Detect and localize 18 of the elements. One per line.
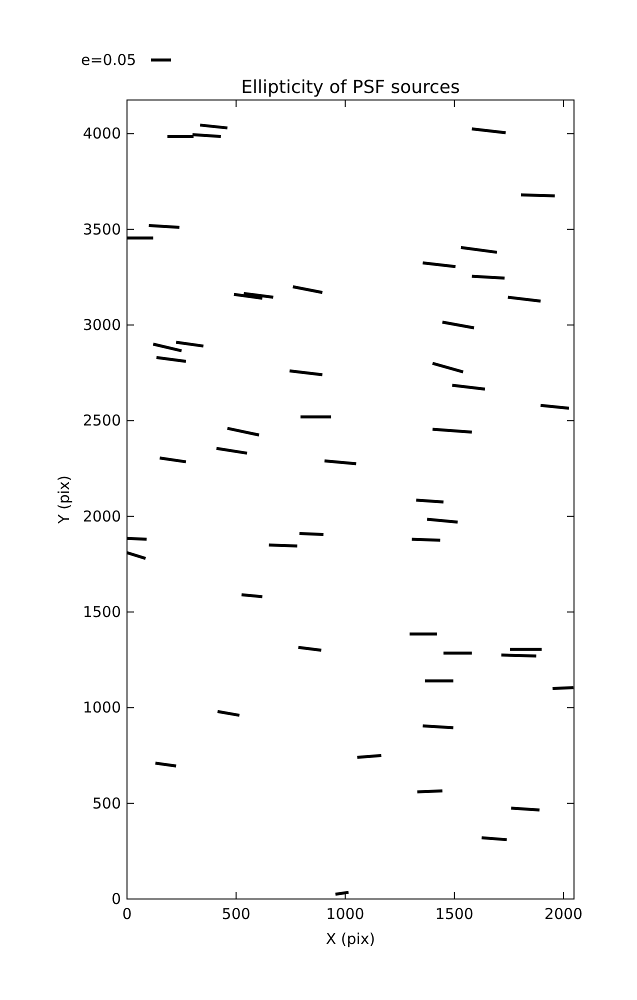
y-tick-label: 4000 <box>82 124 121 143</box>
y-tick-label: 0 <box>111 890 121 908</box>
legend-label: e=0.05 <box>81 51 136 69</box>
x-tick-label: 0 <box>122 905 132 923</box>
x-tick-label: 500 <box>222 905 250 923</box>
chart-title: Ellipticity of PSF sources <box>241 77 460 98</box>
y-tick-label: 1500 <box>82 603 121 622</box>
y-tick-label: 3500 <box>82 220 121 238</box>
y-tick-label: 2000 <box>82 507 121 526</box>
y-tick-label: 2500 <box>82 412 121 430</box>
y-tick-label: 3000 <box>82 316 121 334</box>
x-tick-label: 1000 <box>326 905 364 923</box>
x-axis-title: X (pix) <box>326 930 376 948</box>
y-tick-label: 500 <box>92 794 121 812</box>
y-axis-title: Y (pix) <box>55 475 73 525</box>
x-tick-label: 2000 <box>544 905 583 923</box>
y-tick-label: 1000 <box>82 698 121 717</box>
x-tick-label: 1500 <box>435 905 474 923</box>
